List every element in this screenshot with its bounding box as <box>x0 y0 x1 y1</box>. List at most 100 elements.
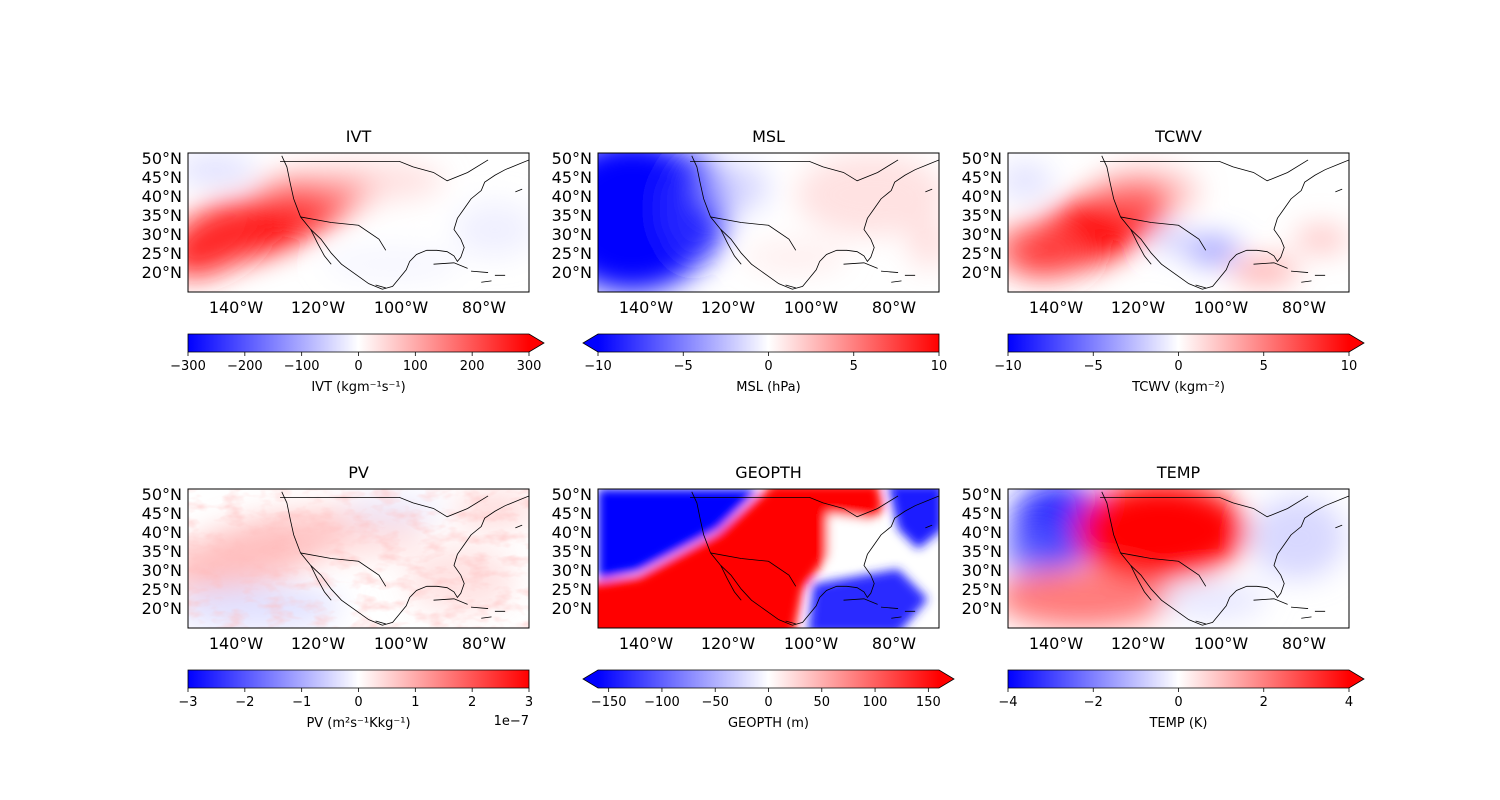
coastlines <box>280 492 529 625</box>
lat-tick-label: 20°N <box>142 263 182 282</box>
colorbar-tick-label: −2 <box>235 695 254 710</box>
coastlines <box>280 156 529 289</box>
lat-tick-label: 20°N <box>142 599 182 618</box>
negative-band-south <box>808 569 928 628</box>
colorbar-gradient <box>1008 670 1349 688</box>
lon-tick-label: 100°W <box>784 634 839 653</box>
lat-tick-label: 40°N <box>552 187 592 206</box>
colorbar-label: TEMP (K) <box>1148 716 1207 731</box>
lat-tick-label: 30°N <box>142 561 182 580</box>
lon-tick-label: 80°W <box>462 298 506 317</box>
lon-tick-label: 100°W <box>374 298 429 317</box>
colorbar-extend-max <box>529 334 544 352</box>
anomaly-blob <box>908 218 939 269</box>
colorbar-extend-max <box>939 670 954 688</box>
coastline <box>311 565 331 600</box>
coastline <box>692 492 939 625</box>
panel-title: IVT <box>346 127 372 146</box>
anomaly-blob <box>1076 489 1247 580</box>
panel-tcwv: TCWV 50°N45°N40°N35°N30°N25°N20°N 140°W 120… <box>962 127 1365 395</box>
colorbar-tick-label: 0 <box>354 359 362 374</box>
colorbar-tick-label: 3 <box>525 695 533 710</box>
lat-tick-label: 50°N <box>552 149 592 168</box>
map-frame <box>597 152 940 293</box>
coastline <box>1102 156 1349 289</box>
anomaly-blob <box>1294 225 1349 254</box>
coastline <box>1131 229 1151 264</box>
colorbar-tick-label: 50 <box>814 695 831 710</box>
coastline <box>721 229 741 264</box>
colorbar-tick-label: 100 <box>403 359 428 374</box>
colorbar-extend-max <box>1349 670 1364 688</box>
coastline <box>376 189 523 288</box>
coastline <box>721 565 741 600</box>
anomaly-blob <box>744 240 847 274</box>
map-frame <box>187 488 530 629</box>
colorbar-gradient <box>598 670 939 688</box>
lat-tick-label: 40°N <box>552 523 592 542</box>
colorbar-extend-max <box>1349 334 1364 352</box>
coastline <box>376 525 523 624</box>
colorbar-tick-label: 5 <box>850 359 858 374</box>
colorbar: −300 −200 −100 0 100 200 300 IVT (kgm⁻¹s⁻¹) <box>170 333 545 395</box>
colorbar-tick-label: −150 <box>591 695 627 710</box>
lat-tick-label: 40°N <box>142 523 182 542</box>
anomaly-blob <box>1008 222 1090 279</box>
colorbar: −3 −2 −1 0 1 2 3 PV (m²s⁻¹Kkg⁻¹) 1e−7 <box>178 669 533 731</box>
lat-tick-label: 35°N <box>142 206 182 225</box>
colorbar: −4 −2 0 2 4 TEMP (K) <box>998 669 1365 731</box>
lon-tick-label: 140°W <box>1029 298 1084 317</box>
anomaly-field <box>1008 489 1349 628</box>
colorbar-label: IVT (kgm⁻¹s⁻¹) <box>311 380 405 395</box>
colorbar: −150 −100 −50 0 50 100 150 GEOPTH (m) <box>582 669 955 731</box>
coastline <box>1196 525 1343 624</box>
colorbar-tick-label: −5 <box>1084 359 1103 374</box>
coastline <box>280 496 488 517</box>
colorbar-tick-label: 300 <box>517 359 542 374</box>
anomaly-blob <box>1008 161 1053 201</box>
lat-tick-label: 45°N <box>552 168 592 187</box>
lon-tick-label: 120°W <box>291 298 346 317</box>
lon-tick-label: 80°W <box>1282 298 1326 317</box>
coastlines <box>690 492 939 625</box>
lon-tick-label: 140°W <box>209 298 264 317</box>
anomaly-field <box>1008 153 1349 292</box>
lon-tick-label: 100°W <box>784 298 839 317</box>
colorbar-tick-label: 5 <box>1260 359 1268 374</box>
lat-tick-label: 50°N <box>552 485 592 504</box>
lon-tick-label: 140°W <box>209 634 264 653</box>
colorbar-tick-label: −100 <box>644 695 680 710</box>
map-frame <box>187 152 530 293</box>
lat-tick-label: 25°N <box>962 580 1002 599</box>
lat-tick-label: 30°N <box>552 225 592 244</box>
lat-tick-label: 20°N <box>552 599 592 618</box>
panel-temp: TEMP 50°N45°N40°N35°N30°N25°N20°N 140°W 120… <box>962 463 1365 731</box>
coastline <box>282 156 529 289</box>
coastline <box>280 160 488 181</box>
lat-tick-label: 50°N <box>142 149 182 168</box>
negative-band-east <box>889 489 939 549</box>
anomaly-blob <box>188 155 257 184</box>
lon-tick-label: 80°W <box>462 634 506 653</box>
colorbar-label: MSL (hPa) <box>736 380 800 395</box>
colorbar-tick-label: 0 <box>764 695 772 710</box>
lon-tick-label: 140°W <box>619 634 674 653</box>
colorbar-outline <box>582 669 955 689</box>
coastline <box>692 156 939 289</box>
anomaly-field <box>188 153 529 292</box>
colorbar-tick-label: −4 <box>998 695 1017 710</box>
colorbar-tick-label: −100 <box>284 359 320 374</box>
colorbar: −10 −5 0 5 10 MSL (hPa) <box>582 333 947 395</box>
lat-tick-label: 25°N <box>962 244 1002 263</box>
coastline <box>711 553 796 586</box>
coastline <box>1100 496 1308 517</box>
colorbar-tick-label: 100 <box>863 695 888 710</box>
coastline <box>1102 492 1349 625</box>
panel-ivt: IVT 50°N45°N40°N35°N30°N25°N20°N 140°W 120°… <box>142 127 545 395</box>
colorbar-outline <box>1007 669 1365 689</box>
colorbar-tick-label: 0 <box>764 359 772 374</box>
colorbar-tick-label: −10 <box>584 359 611 374</box>
lat-tick-label: 20°N <box>962 263 1002 282</box>
anomaly-blob <box>307 161 444 201</box>
coastline <box>1121 553 1206 586</box>
